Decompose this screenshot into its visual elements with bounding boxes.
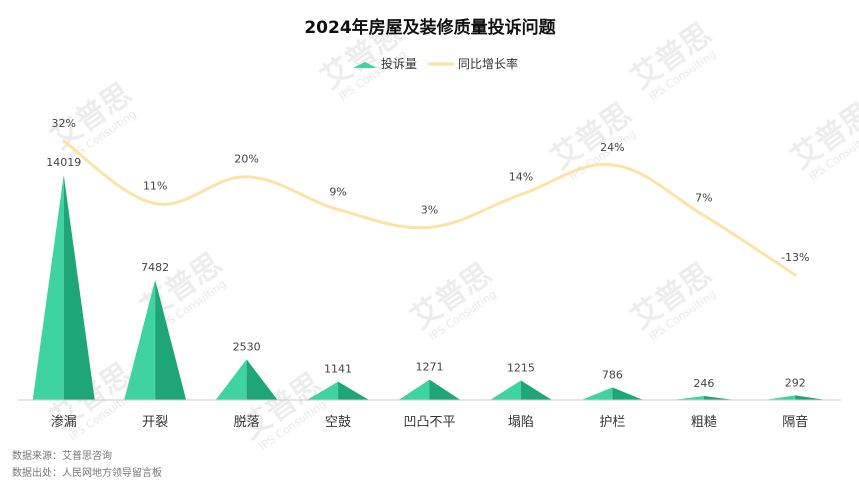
growth-point [245,175,249,179]
growth-value-label: -13% [781,251,809,264]
growth-value-label: 20% [234,153,258,166]
bar-left-face [398,379,430,400]
growth-value-label: 24% [600,141,624,154]
line-series: 32% 11% 20% 9% 3% 14% 24% 7% -13% [51,117,809,277]
bar: 1141 [307,363,370,400]
bar-value-label: 1141 [324,363,352,376]
growth-value-label: 11% [143,180,167,193]
bar-left-face [124,279,156,400]
bar-left-face [581,387,613,400]
x-tick-label: 粗糙 [691,415,717,430]
bar-right-face [338,381,370,400]
growth-point [153,202,157,206]
source-line-2: 数据出处：人民网地方领导留言板 [12,466,162,479]
bar-value-label: 1215 [507,361,535,374]
legend-item-line: 同比增长率 [428,56,518,71]
bar-left-face [764,395,796,400]
x-tick-label: 开裂 [142,415,168,430]
growth-point [610,163,614,167]
bar-value-label: 7482 [141,261,169,274]
bar-left-face [489,380,521,400]
bar-right-face [795,395,827,400]
bar: 7482 [124,261,187,400]
bar: 2530 [215,340,278,400]
x-tick-label: 隔音 [782,414,808,430]
bar-right-face [155,279,187,400]
growth-point [702,213,706,217]
chart-title: 2024年房屋及装修质量投诉问题 [304,17,556,38]
x-tick-label: 空鼓 [325,415,351,430]
legend-item-bar: 投诉量 [353,56,417,71]
bar-right-face [703,396,735,400]
growth-point [62,139,66,143]
bar-value-label: 1271 [416,361,444,374]
legend-label-bar: 投诉量 [381,56,417,71]
bar-right-face [246,359,278,400]
bar: 14019 [32,156,95,400]
bar-left-face [32,175,64,400]
bar-right-face [429,379,461,400]
bar: 786 [581,368,644,400]
legend-label-line: 同比增长率 [458,56,518,71]
growth-value-label: 32% [51,117,75,130]
bar-right-face [520,380,552,400]
growth-point [793,273,797,277]
bar-left-face [672,396,704,400]
x-tick-label: 护栏 [599,415,625,430]
bar-value-label: 292 [785,376,806,389]
x-tick-label: 塌陷 [508,415,534,430]
bar-value-label: 786 [602,368,623,381]
growth-value-label: 14% [509,171,533,184]
legend-bar-swatch [353,62,377,68]
x-tick-label: 凹凸不平 [403,415,455,430]
x-axis-labels: 渗漏 开裂 脱落 空鼓 凹凸不平 塌陷 护栏 粗糙 隔音 [51,414,809,430]
source-line-1: 数据来源：艾普思咨询 [12,449,112,462]
growth-point [519,193,523,197]
bar: 292 [764,376,827,400]
x-tick-label: 脱落 [234,415,260,430]
growth-point [428,225,431,229]
bar: 246 [672,377,735,400]
bar-value-label: 246 [693,377,714,390]
bar-left-face [215,359,247,400]
bar-series: 14019 7482 2530 1141 1271 1215 786 246 292 [32,156,827,400]
legend: 投诉量 同比增长率 [353,56,518,71]
growth-value-label: 7% [695,191,712,204]
bar: 1271 [398,361,461,400]
bar-left-face [307,381,339,400]
growth-value-label: 3% [421,203,438,216]
growth-value-label: 9% [329,185,346,198]
bar: 1215 [489,361,552,400]
bar-value-label: 2530 [233,340,261,353]
source-notes: 数据来源：艾普思咨询 数据出处：人民网地方领导留言板 [12,449,162,479]
x-tick-label: 渗漏 [51,414,77,430]
growth-point [336,207,340,211]
bar-right-face [63,175,95,400]
bar-value-label: 14019 [46,156,81,169]
bar-right-face [612,387,644,400]
